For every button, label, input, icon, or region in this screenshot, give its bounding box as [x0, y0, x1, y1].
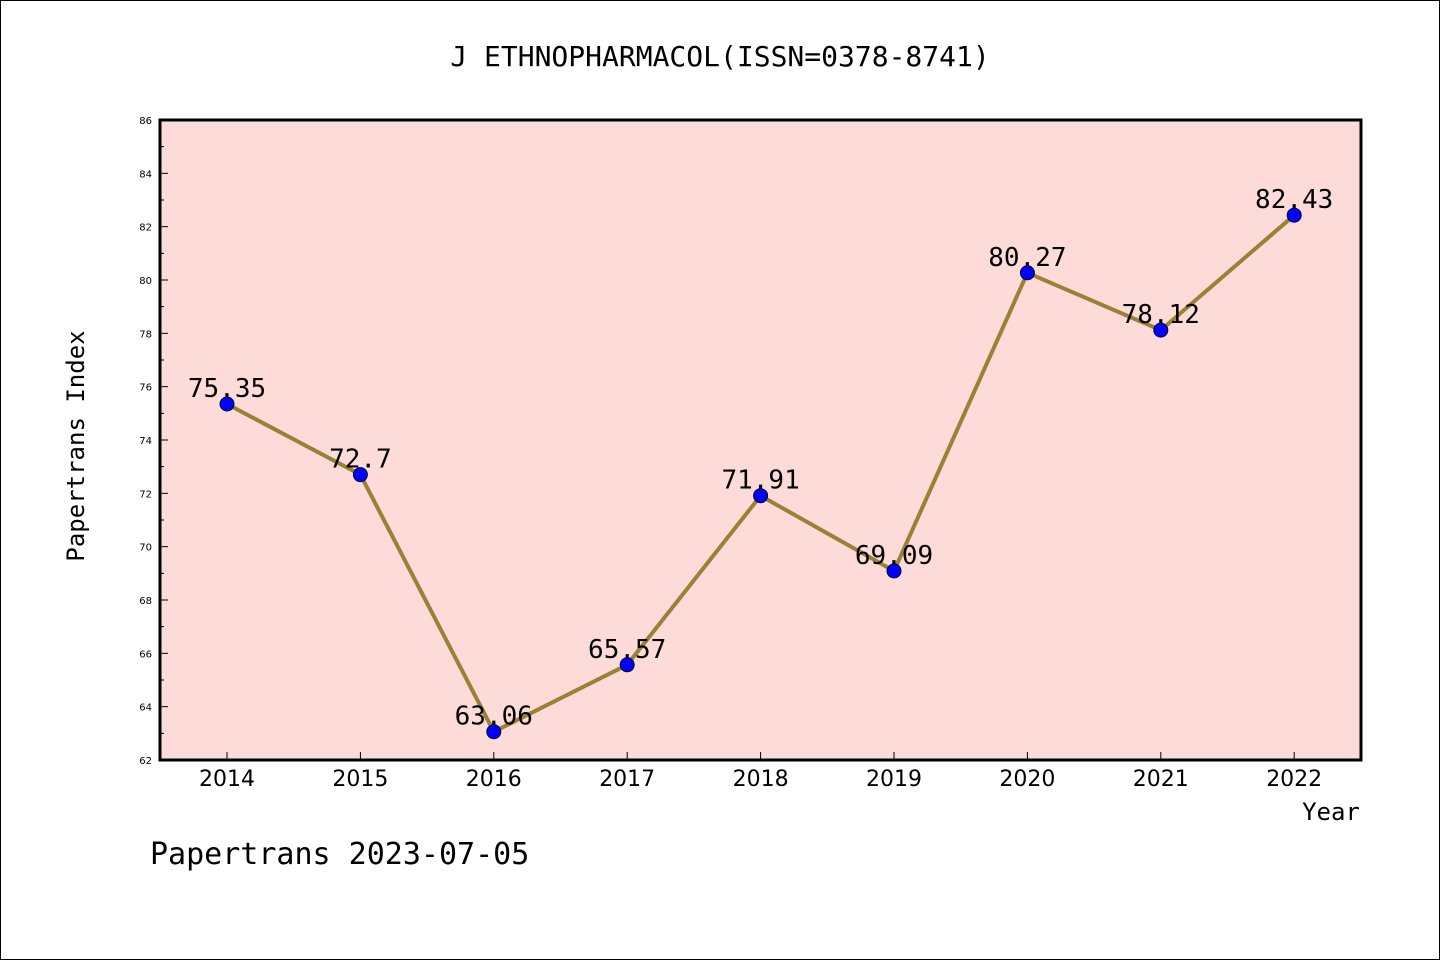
data-label: 75.35 — [188, 374, 266, 404]
x-tick-label: 2015 — [332, 767, 388, 792]
x-tick-label: 2017 — [599, 767, 655, 792]
x-tick-label: 2016 — [466, 767, 522, 792]
y-axis: 62 64 66 68 70 72 74 76 78 80 82 84 86 — [139, 116, 168, 767]
data-point — [1153, 322, 1169, 338]
data-point — [352, 467, 368, 483]
data-label: 69.09 — [855, 541, 933, 571]
data-label: 80.27 — [988, 243, 1066, 273]
y-tick-label: 70 — [139, 543, 152, 554]
y-tick-label: 80 — [139, 276, 152, 287]
y-tick-label: 72 — [139, 489, 152, 500]
data-label: 63.06 — [455, 702, 533, 732]
y-tick-label: 86 — [139, 116, 152, 127]
data-label: 65.57 — [588, 635, 666, 665]
data-point — [886, 563, 902, 579]
y-tick-label: 84 — [139, 169, 152, 180]
x-tick-label: 2022 — [1266, 767, 1322, 792]
data-point — [753, 488, 769, 504]
data-label: 71.91 — [721, 466, 799, 496]
footer-text: Papertrans 2023-07-05 — [150, 837, 529, 872]
y-tick-label: 64 — [139, 703, 152, 714]
series-group: 75.35 72.7 63.06 65.57 71.91 69.09 80.27 78.12 8… — [188, 185, 1333, 740]
x-axis-label: Year — [1302, 798, 1360, 826]
data-point — [486, 724, 502, 740]
data-label: 82.43 — [1255, 185, 1333, 215]
plot-border — [158, 118, 1363, 762]
x-axis: 2014 2015 2016 2017 2018 2019 2020 2021 2022 — [199, 752, 1322, 792]
x-tick-label: 2014 — [199, 767, 255, 792]
data-label: 78.12 — [1122, 300, 1200, 330]
chart-title: J ETHNOPHARMACOL(ISSN=0378-8741) — [450, 40, 989, 73]
x-tick-label: 2019 — [866, 767, 922, 792]
data-point — [1286, 207, 1302, 223]
y-tick-label: 62 — [139, 756, 152, 767]
y-tick-label: 66 — [139, 649, 152, 660]
y-tick-label: 74 — [139, 436, 152, 447]
y-tick-label: 82 — [139, 223, 152, 234]
x-tick-label: 2018 — [733, 767, 789, 792]
plot-area — [160, 120, 1361, 760]
y-tick-label: 76 — [139, 383, 152, 394]
x-tick-label: 2020 — [999, 767, 1055, 792]
y-axis-label: Papertrans Index — [62, 330, 90, 561]
data-point — [1019, 265, 1035, 281]
y-tick-label: 78 — [139, 329, 152, 340]
data-point — [219, 396, 235, 412]
data-label: 72.7 — [329, 445, 392, 475]
data-point — [619, 657, 635, 673]
x-tick-label: 2021 — [1133, 767, 1189, 792]
y-tick-label: 68 — [139, 596, 152, 607]
